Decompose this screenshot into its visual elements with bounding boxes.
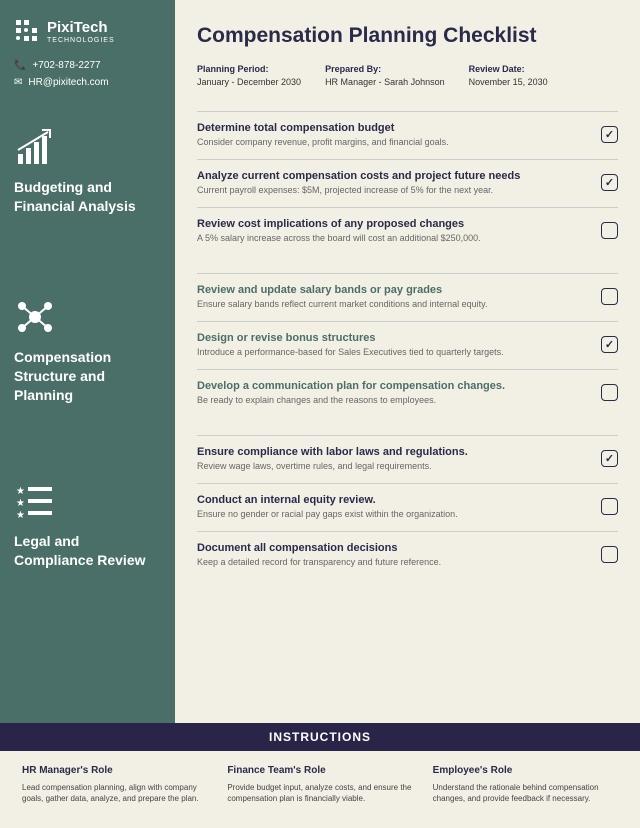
svg-text:★: ★	[16, 510, 25, 521]
item-title: Document all compensation decisions	[197, 542, 591, 554]
checklist-items: Determine total compensation budget Consi…	[197, 111, 618, 579]
phone-text: +702-878-2277	[32, 60, 100, 71]
meta-review: Review Date: November 15, 2030	[469, 64, 548, 87]
item-text: Design or revise bonus structures Introdu…	[197, 332, 591, 357]
item-desc: Ensure no gender or racial pay gaps exis…	[197, 509, 591, 519]
item-title: Develop a communication plan for compens…	[197, 380, 591, 392]
item-desc: Keep a detailed record for transparency …	[197, 557, 591, 567]
checklist-item: Develop a communication plan for compens…	[197, 369, 618, 417]
item-desc: Be ready to explain changes and the reas…	[197, 395, 591, 405]
sidebar: PixiTech TECHNOLOGIES 📞 +702-878-2277 ✉ …	[0, 0, 175, 723]
page-title: Compensation Planning Checklist	[197, 24, 618, 48]
item-text: Review cost implications of any proposed…	[197, 218, 591, 243]
checklist-item: Review and update salary bands or pay gr…	[197, 273, 618, 321]
instructions-row: HR Manager's Role Lead compensation plan…	[0, 751, 640, 818]
checkbox[interactable]	[601, 222, 618, 239]
item-title: Review cost implications of any proposed…	[197, 218, 591, 230]
section-title-2: Compensation Structure and Planning	[14, 348, 161, 405]
meta-value: HR Manager - Sarah Johnson	[325, 77, 445, 87]
checklist-item: Conduct an internal equity review. Ensure…	[197, 483, 618, 531]
checklist-item: Determine total compensation budget Consi…	[197, 111, 618, 159]
section-budgeting: Budgeting and Financial Analysis	[14, 126, 161, 216]
logo-name: PixiTech	[47, 19, 108, 36]
section-legal: ★★★ Legal and Compliance Review	[14, 480, 161, 570]
instructions-header: INSTRUCTIONS	[0, 723, 640, 751]
meta-label: Review Date:	[469, 64, 548, 74]
inst-title: Employee's Role	[433, 765, 618, 776]
logo: PixiTech TECHNOLOGIES	[14, 18, 161, 44]
meta-value: January - December 2030	[197, 77, 301, 87]
network-icon	[14, 296, 56, 338]
item-title: Determine total compensation budget	[197, 122, 591, 134]
checkbox[interactable]	[601, 174, 618, 191]
contact-phone: 📞 +702-878-2277	[14, 60, 161, 71]
svg-text:★: ★	[16, 498, 25, 509]
section-title-3: Legal and Compliance Review	[14, 532, 161, 570]
checkbox[interactable]	[601, 546, 618, 563]
item-desc: Ensure salary bands reflect current mark…	[197, 299, 591, 309]
checkbox[interactable]	[601, 384, 618, 401]
checklist-item: Design or revise bonus structures Introdu…	[197, 321, 618, 369]
item-text: Conduct an internal equity review. Ensure…	[197, 494, 591, 519]
section-structure: Compensation Structure and Planning	[14, 296, 161, 405]
item-title: Ensure compliance with labor laws and re…	[197, 446, 591, 458]
email-text: HR@pixitech.com	[28, 77, 108, 88]
item-desc: A 5% salary increase across the board wi…	[197, 233, 591, 243]
list-icon: ★★★	[14, 480, 56, 522]
checklist-item: Ensure compliance with labor laws and re…	[197, 435, 618, 483]
checkbox[interactable]	[601, 126, 618, 143]
section-title-1: Budgeting and Financial Analysis	[14, 178, 161, 216]
checkbox[interactable]	[601, 288, 618, 305]
item-desc: Current payroll expenses: $5M, projected…	[197, 185, 591, 195]
logo-icon	[14, 18, 40, 44]
inst-text: Provide budget input, analyze costs, and…	[227, 782, 412, 804]
checklist-item: Review cost implications of any proposed…	[197, 207, 618, 255]
item-desc: Introduce a performance-based for Sales …	[197, 347, 591, 357]
main-content: Compensation Planning Checklist Planning…	[175, 0, 640, 723]
item-title: Review and update salary bands or pay gr…	[197, 284, 591, 296]
item-text: Determine total compensation budget Consi…	[197, 122, 591, 147]
checklist-item: Document all compensation decisions Keep …	[197, 531, 618, 579]
item-desc: Consider company revenue, profit margins…	[197, 137, 591, 147]
item-text: Document all compensation decisions Keep …	[197, 542, 591, 567]
inst-title: Finance Team's Role	[227, 765, 412, 776]
item-desc: Review wage laws, overtime rules, and le…	[197, 461, 591, 471]
meta-period: Planning Period: January - December 2030	[197, 64, 301, 87]
instruction-col-1: HR Manager's Role Lead compensation plan…	[22, 765, 207, 804]
meta-label: Planning Period:	[197, 64, 301, 74]
item-text: Ensure compliance with labor laws and re…	[197, 446, 591, 471]
meta-prepared: Prepared By: HR Manager - Sarah Johnson	[325, 64, 445, 87]
checkbox[interactable]	[601, 450, 618, 467]
inst-text: Understand the rationale behind compensa…	[433, 782, 618, 804]
meta-row: Planning Period: January - December 2030…	[197, 64, 618, 91]
email-icon: ✉	[14, 77, 22, 88]
chart-icon	[14, 126, 56, 168]
meta-label: Prepared By:	[325, 64, 445, 74]
item-text: Analyze current compensation costs and p…	[197, 170, 591, 195]
inst-title: HR Manager's Role	[22, 765, 207, 776]
item-title: Design or revise bonus structures	[197, 332, 591, 344]
item-text: Review and update salary bands or pay gr…	[197, 284, 591, 309]
item-text: Develop a communication plan for compens…	[197, 380, 591, 405]
instruction-col-2: Finance Team's Role Provide budget input…	[227, 765, 412, 804]
inst-text: Lead compensation planning, align with c…	[22, 782, 207, 804]
svg-text:★: ★	[16, 486, 25, 497]
contact-email: ✉ HR@pixitech.com	[14, 77, 161, 88]
logo-subtitle: TECHNOLOGIES	[47, 37, 115, 44]
checkbox[interactable]	[601, 336, 618, 353]
checkbox[interactable]	[601, 498, 618, 515]
item-title: Analyze current compensation costs and p…	[197, 170, 591, 182]
meta-value: November 15, 2030	[469, 77, 548, 87]
item-title: Conduct an internal equity review.	[197, 494, 591, 506]
checklist-item: Analyze current compensation costs and p…	[197, 159, 618, 207]
phone-icon: 📞	[14, 60, 26, 71]
instruction-col-3: Employee's Role Understand the rationale…	[433, 765, 618, 804]
